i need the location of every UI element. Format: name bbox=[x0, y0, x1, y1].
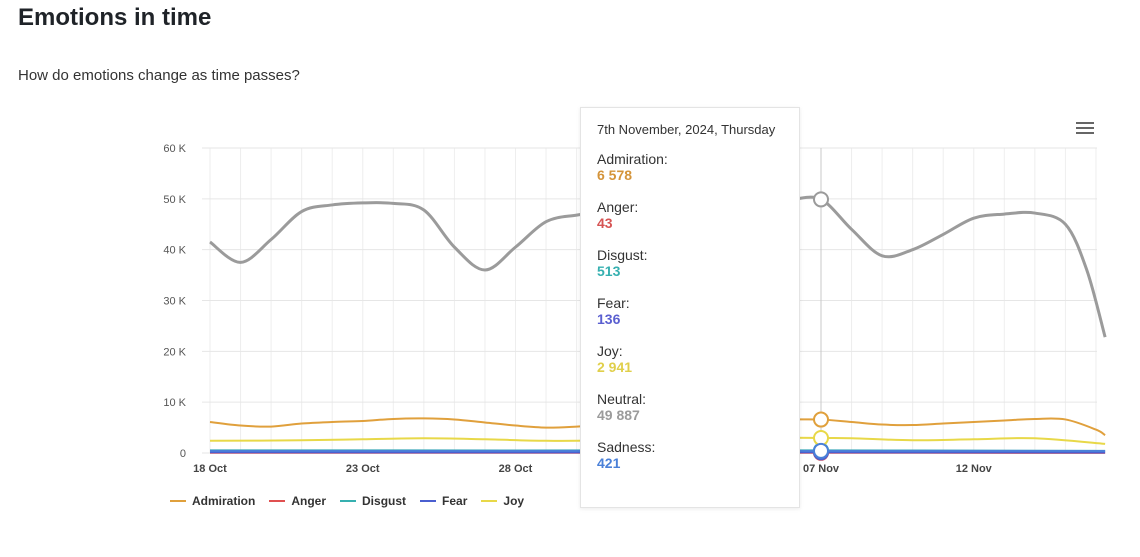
tooltip-item-label: Sadness: bbox=[597, 439, 656, 455]
x-tick-label: 12 Nov bbox=[956, 463, 993, 475]
chart-menu-icon[interactable] bbox=[1076, 119, 1094, 135]
tooltip-item-value: 136 bbox=[597, 311, 621, 327]
legend-label: Anger bbox=[291, 494, 327, 508]
legend-swatch bbox=[481, 500, 498, 502]
legend-item-anger[interactable]: Anger bbox=[269, 494, 326, 508]
tooltip-item: Sadness: 421 bbox=[597, 439, 783, 471]
page-title: Emotions in time bbox=[18, 4, 212, 31]
y-tick-label: 30 K bbox=[163, 296, 186, 308]
legend-item-fear[interactable]: Fear bbox=[420, 494, 467, 508]
x-tick-label: 23 Oct bbox=[346, 463, 380, 475]
y-tick-label: 50 K bbox=[163, 194, 186, 206]
tooltip-item-label: Neutral: bbox=[597, 391, 647, 407]
legend-swatch bbox=[420, 500, 437, 502]
tooltip-item-label: Disgust: bbox=[597, 247, 648, 263]
tooltip-item: Anger: 43 bbox=[597, 199, 783, 231]
legend-swatch bbox=[269, 500, 286, 502]
tooltip-item-label: Anger: bbox=[597, 199, 639, 215]
legend-item-disgust[interactable]: Disgust bbox=[340, 494, 406, 508]
legend-label: Disgust bbox=[362, 494, 407, 508]
chart-legend: Admiration Anger Disgust Fear Joy bbox=[170, 494, 524, 508]
tooltip-item-label: Joy: bbox=[597, 343, 623, 359]
tooltip-item-label: Fear: bbox=[597, 295, 630, 311]
tooltip-item: Joy: 2 941 bbox=[597, 343, 783, 375]
tooltip-item-label: Admiration: bbox=[597, 151, 668, 167]
x-tick-label: 18 Oct bbox=[193, 463, 227, 475]
legend-swatch bbox=[170, 500, 186, 502]
marker-neutral bbox=[813, 191, 829, 208]
legend-label: Joy bbox=[503, 494, 525, 508]
y-tick-label: 0 bbox=[180, 448, 186, 460]
tooltip-item: Fear: 136 bbox=[597, 295, 783, 327]
y-tick-label: 10 K bbox=[163, 397, 186, 409]
legend-label: Fear bbox=[442, 494, 468, 508]
tooltip-item-value: 6 578 bbox=[597, 167, 633, 183]
tooltip-item-value: 421 bbox=[597, 455, 621, 471]
y-tick-label: 60 K bbox=[163, 143, 186, 155]
y-tick-label: 40 K bbox=[163, 245, 186, 257]
chart-tooltip: 7th November, 2024, Thursday Admiration:… bbox=[580, 107, 800, 508]
legend-swatch bbox=[340, 500, 357, 502]
x-tick-label: 07 Nov bbox=[803, 463, 840, 475]
legend-item-joy[interactable]: Joy bbox=[481, 494, 524, 508]
legend-label: Admiration bbox=[192, 494, 256, 508]
tooltip-item-value: 43 bbox=[597, 215, 613, 231]
tooltip-item-value: 49 887 bbox=[597, 407, 640, 423]
y-tick-label: 20 K bbox=[163, 346, 186, 358]
legend-item-admiration[interactable]: Admiration bbox=[170, 494, 255, 508]
tooltip-item: Admiration: 6 578 bbox=[597, 151, 783, 183]
tooltip-item-value: 2 941 bbox=[597, 359, 633, 375]
x-tick-label: 28 Oct bbox=[499, 463, 533, 475]
tooltip-item-value: 513 bbox=[597, 263, 621, 279]
tooltip-item: Disgust: 513 bbox=[597, 247, 783, 279]
tooltip-date: 7th November, 2024, Thursday bbox=[597, 122, 776, 137]
tooltip-item: Neutral: 49 887 bbox=[597, 391, 783, 423]
marker-admiration bbox=[813, 411, 829, 428]
page-subtitle: How do emotions change as time passes? bbox=[18, 67, 300, 84]
marker-sadness bbox=[813, 442, 829, 459]
